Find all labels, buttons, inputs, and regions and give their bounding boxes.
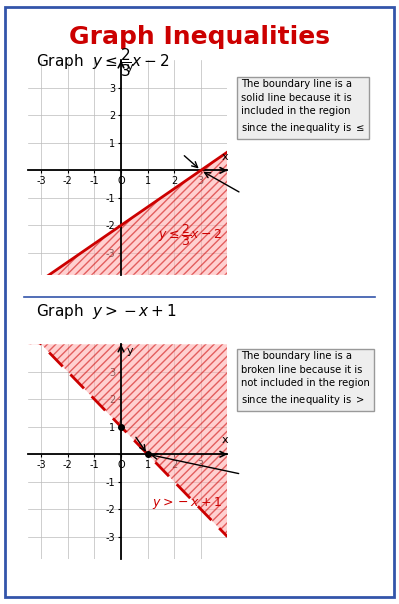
Text: The boundary line is a
broken line because it is
not included in the region
sinc: The boundary line is a broken line becau… [241, 351, 370, 407]
Text: x: x [221, 435, 228, 445]
Text: y: y [127, 62, 134, 72]
Text: y: y [127, 345, 134, 356]
Text: Graph  $y\leq\dfrac{2}{3}x-2$: Graph $y\leq\dfrac{2}{3}x-2$ [36, 46, 170, 79]
Text: Graph  $y>-x+1$: Graph $y>-x+1$ [36, 302, 177, 321]
Text: Graph Inequalities: Graph Inequalities [69, 25, 330, 50]
Text: $y\leq\dfrac{2}{3}x-2$: $y\leq\dfrac{2}{3}x-2$ [158, 223, 222, 248]
Text: $y>-x+1$: $y>-x+1$ [152, 495, 222, 512]
Text: x: x [221, 152, 228, 161]
Text: The boundary line is a
solid line because it is
included in the region
since the: The boundary line is a solid line becaus… [241, 79, 365, 135]
